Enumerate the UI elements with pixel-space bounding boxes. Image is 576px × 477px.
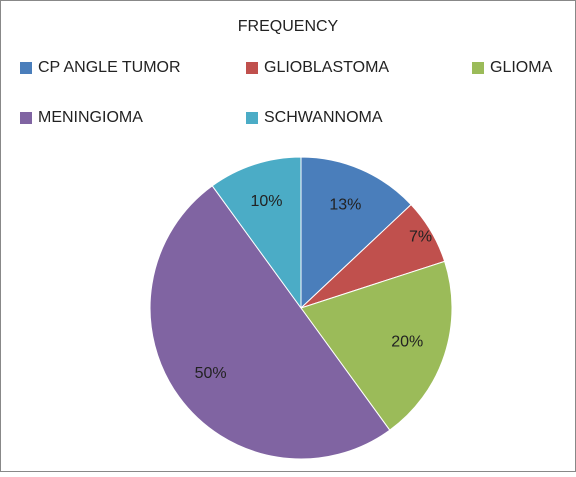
legend-label: GLIOMA <box>490 59 553 76</box>
legend-label: SCHWANNOMA <box>264 109 383 126</box>
legend-swatch <box>20 112 32 124</box>
data-label: 7% <box>409 229 432 246</box>
pie-slice <box>300 260 453 431</box>
data-label: 10% <box>250 193 282 210</box>
data-label: 13% <box>329 197 361 214</box>
legend-swatch <box>246 62 258 74</box>
legend-label: GLIOBLASTOMA <box>264 59 389 76</box>
pie-slice <box>300 156 412 310</box>
legend-swatch <box>472 62 484 74</box>
data-label: 50% <box>195 365 227 382</box>
legend-swatch <box>246 112 258 124</box>
chart-title: FREQUENCY <box>238 18 339 35</box>
legend-label: CP ANGLE TUMOR <box>38 59 181 76</box>
pie-slice <box>211 156 302 310</box>
legend-label: MENINGIOMA <box>38 109 143 126</box>
data-label: 20% <box>391 334 423 351</box>
legend-swatch <box>20 62 32 74</box>
pie-slice <box>149 185 391 460</box>
